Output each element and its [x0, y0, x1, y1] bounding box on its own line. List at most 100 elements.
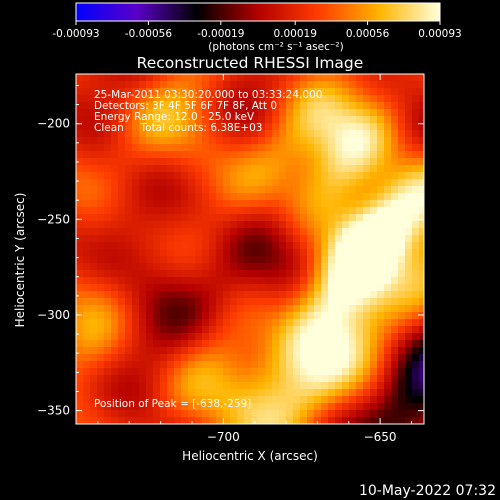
heatmap-cell [321, 193, 329, 201]
heatmap-cell [251, 109, 259, 117]
heatmap-cell [230, 340, 238, 348]
heatmap-cell [146, 193, 154, 201]
heatmap-cell [349, 410, 357, 418]
heatmap-cell [139, 354, 147, 362]
heatmap-cell [160, 354, 168, 362]
heatmap-cell [356, 284, 364, 292]
heatmap-cell [286, 242, 294, 250]
heatmap-cell [230, 403, 238, 411]
heatmap-cell [328, 81, 336, 89]
heatmap-cell [132, 277, 140, 285]
heatmap-cell [272, 375, 280, 383]
heatmap-cell [349, 172, 357, 180]
heatmap-cell [370, 277, 378, 285]
heatmap-cell [188, 270, 196, 278]
heatmap-cell [174, 347, 182, 355]
heatmap-cell [195, 214, 203, 222]
heatmap-cell [328, 340, 336, 348]
heatmap-cell [90, 291, 98, 299]
heatmap-cell [328, 102, 336, 110]
heatmap-cell [370, 410, 378, 418]
heatmap-cell [244, 375, 252, 383]
heatmap-cell [391, 375, 399, 383]
heatmap-cell [272, 242, 280, 250]
heatmap-cell [370, 228, 378, 236]
heatmap-cell [202, 95, 210, 103]
heatmap-cell [167, 95, 175, 103]
heatmap-cell [335, 116, 343, 124]
heatmap-cell [321, 361, 329, 369]
heatmap-cell [160, 221, 168, 229]
heatmap-cell [76, 347, 84, 355]
heatmap-cell [209, 403, 217, 411]
heatmap-cell [265, 214, 273, 222]
heatmap-cell [90, 270, 98, 278]
heatmap-cell [419, 298, 424, 306]
heatmap-cell [300, 137, 308, 145]
heatmap-cell [216, 214, 224, 222]
heatmap-cell [307, 403, 315, 411]
heatmap-cell [188, 81, 196, 89]
heatmap-cell [377, 375, 385, 383]
heatmap-cell [279, 242, 287, 250]
heatmap-cell [398, 179, 406, 187]
heatmap-cell [314, 102, 322, 110]
heatmap-cell [279, 340, 287, 348]
heatmap-cell [216, 403, 224, 411]
heatmap-cell [356, 221, 364, 229]
heatmap-cell [405, 95, 413, 103]
heatmap-cell [181, 214, 189, 222]
heatmap-cell [195, 186, 203, 194]
heatmap-cell [90, 214, 98, 222]
heatmap-cell [286, 137, 294, 145]
heatmap-cell [132, 326, 140, 334]
heatmap-cell [153, 389, 161, 397]
heatmap-cell [391, 109, 399, 117]
heatmap-cell [195, 326, 203, 334]
heatmap-cell [384, 410, 392, 418]
heatmap-cell [391, 172, 399, 180]
heatmap-cell [419, 74, 424, 82]
heatmap-cell [90, 277, 98, 285]
heatmap-cell [104, 354, 112, 362]
heatmap-cell [286, 214, 294, 222]
heatmap-cell [174, 319, 182, 327]
heatmap-cell [307, 235, 315, 243]
heatmap-cell [363, 144, 371, 152]
heatmap-cell [188, 123, 196, 131]
heatmap-cell [153, 172, 161, 180]
heatmap-cell [419, 396, 424, 404]
heatmap-cell [391, 74, 399, 82]
heatmap-cell [286, 291, 294, 299]
heatmap-cell [195, 172, 203, 180]
heatmap-cell [230, 284, 238, 292]
heatmap-cell [377, 326, 385, 334]
heatmap-cell [398, 186, 406, 194]
heatmap-cell [125, 102, 133, 110]
heatmap-cell [342, 382, 350, 390]
heatmap-cell [125, 249, 133, 257]
heatmap-cell [405, 214, 413, 222]
heatmap-cell [209, 207, 217, 215]
heatmap-cell [139, 235, 147, 243]
heatmap-cell [335, 277, 343, 285]
heatmap-cell [90, 186, 98, 194]
heatmap-cell [223, 186, 231, 194]
heatmap-cell [230, 186, 238, 194]
heatmap-cell [76, 242, 84, 250]
heatmap-cell [195, 116, 203, 124]
heatmap-cell [307, 382, 315, 390]
heatmap-cell [293, 221, 301, 229]
heatmap-cell [139, 158, 147, 166]
heatmap-cell [195, 130, 203, 138]
heatmap-cell [160, 130, 168, 138]
heatmap-cell [244, 200, 252, 208]
heatmap-cell [125, 228, 133, 236]
heatmap-cell [342, 291, 350, 299]
heatmap-cell [384, 354, 392, 362]
heatmap-cell [104, 263, 112, 271]
heatmap-cell [398, 361, 406, 369]
heatmap-cell [405, 200, 413, 208]
heatmap-cell [300, 144, 308, 152]
heatmap-cell [349, 235, 357, 243]
